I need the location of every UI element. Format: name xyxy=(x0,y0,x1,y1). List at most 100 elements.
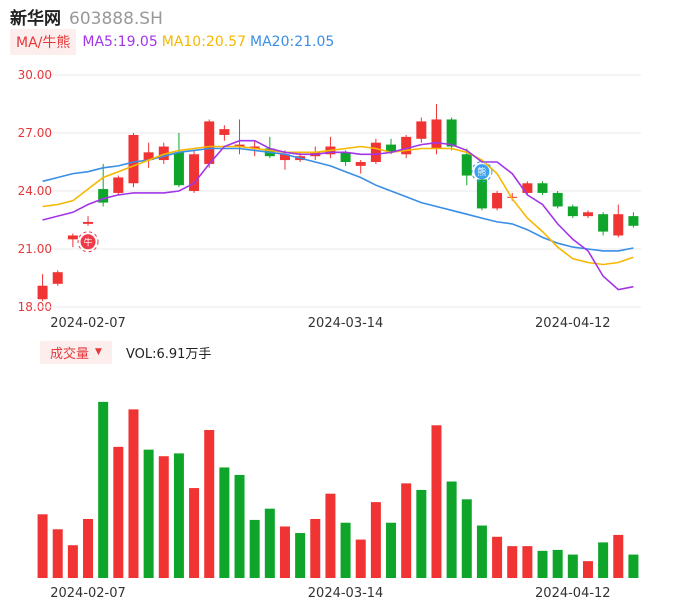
volume-bar xyxy=(370,502,381,578)
volume-indicator-label: 成交量 xyxy=(50,346,90,362)
candle-body xyxy=(613,214,624,236)
stock-code: 603888.SH xyxy=(69,9,163,29)
volume-bar xyxy=(582,561,593,578)
candle-body xyxy=(476,179,487,209)
candle-body xyxy=(340,152,351,162)
candle-body xyxy=(628,216,639,226)
volume-bar xyxy=(98,401,109,578)
candle-body xyxy=(461,154,472,176)
candle-body xyxy=(113,177,124,193)
x-tick-label: 2024-04-12 xyxy=(535,316,611,331)
candle-body xyxy=(567,206,578,217)
volume-bar xyxy=(492,536,503,578)
y-tick-label: 30.00 xyxy=(18,68,52,82)
volume-bar xyxy=(67,545,78,578)
candle-body xyxy=(37,285,48,300)
candle-body xyxy=(249,146,260,149)
candle-body xyxy=(204,121,215,164)
volume-bar xyxy=(431,425,442,578)
candle-body xyxy=(370,142,381,162)
volume-bar xyxy=(113,446,124,578)
volume-legend-row: 成交量 ▼ VOL:6.91万手 xyxy=(40,340,212,364)
x-tick-label: 2024-02-07 xyxy=(50,316,126,331)
volume-indicator-button[interactable]: 成交量 ▼ xyxy=(40,340,112,364)
candle-body xyxy=(52,272,63,284)
volume-bar xyxy=(537,550,548,578)
candle-body xyxy=(386,144,397,153)
candle-body xyxy=(67,235,78,240)
bear-marker xyxy=(474,164,490,180)
volume-bar xyxy=(598,542,609,578)
ma20-line xyxy=(42,147,634,252)
candle-body xyxy=(582,212,593,217)
volume-bar xyxy=(83,518,94,578)
ma10-line xyxy=(42,145,634,266)
candle-body xyxy=(431,119,442,149)
volume-bar xyxy=(143,449,154,578)
candle-body xyxy=(401,136,412,155)
volume-bar xyxy=(613,534,624,578)
candle-body xyxy=(189,154,200,191)
volume-bar xyxy=(295,533,306,578)
ma5-line xyxy=(42,139,634,291)
candle-body xyxy=(355,162,366,166)
stock-name: 新华网 xyxy=(10,9,61,29)
ma-indicator-button[interactable]: MA/牛熊 xyxy=(10,29,77,55)
volume-bar xyxy=(325,493,336,578)
volume-value: VOL:6.91万手 xyxy=(125,346,212,362)
volume-bar xyxy=(628,554,639,578)
candle-body xyxy=(219,129,230,135)
candle-body xyxy=(492,192,503,209)
dropdown-arrow-icon: ▼ xyxy=(95,347,102,357)
y-tick-label: 21.00 xyxy=(18,242,52,256)
ma10-label: MA10:20.57 xyxy=(161,34,247,50)
volume-bar xyxy=(386,522,397,578)
volume-bar xyxy=(52,529,63,578)
candle-body xyxy=(279,154,290,161)
volume-bar xyxy=(249,519,260,578)
volume-bar xyxy=(158,456,169,578)
volume-bar xyxy=(37,514,48,578)
marker-ring xyxy=(77,231,99,253)
volume-bar xyxy=(219,467,230,578)
candle-body xyxy=(537,183,548,193)
candle-body xyxy=(143,152,154,161)
volume-bar xyxy=(310,518,321,578)
x-tick-label: 2024-03-14 xyxy=(308,316,384,331)
volume-bar xyxy=(476,525,487,578)
candle-body xyxy=(173,152,184,186)
candle-body xyxy=(83,221,94,224)
candle-body xyxy=(552,192,563,207)
ma-legend-row: MA/牛熊 MA5:19.05 MA10:20.57 MA20:21.05 xyxy=(10,29,338,55)
marker-label: 熊 xyxy=(477,166,486,178)
candle-body xyxy=(158,146,169,161)
candle-body xyxy=(128,134,139,184)
volume-bar xyxy=(204,429,215,578)
bull-marker xyxy=(80,234,96,250)
marker-label: 牛 xyxy=(84,236,93,248)
volume-bar xyxy=(340,522,351,578)
volume-bar xyxy=(552,549,563,578)
volume-x-tick-label: 2024-02-07 xyxy=(50,586,126,601)
volume-bar xyxy=(567,554,578,578)
candle-body xyxy=(234,144,245,147)
y-tick-label: 27.00 xyxy=(18,126,52,140)
volume-x-tick-label: 2024-04-12 xyxy=(535,586,611,601)
volume-x-tick-label: 2024-03-14 xyxy=(308,586,384,601)
candle-body xyxy=(98,189,109,203)
ma5-label: MA5:19.05 xyxy=(82,34,158,50)
volume-bar xyxy=(264,508,275,578)
stock-header: 新华网 603888.SH xyxy=(10,4,163,29)
y-tick-label: 18.00 xyxy=(18,300,52,314)
volume-bar xyxy=(128,409,139,578)
candle-body xyxy=(522,183,533,193)
volume-bar xyxy=(416,489,427,578)
volume-bar xyxy=(507,546,518,578)
volume-bar xyxy=(279,526,290,578)
candle-body xyxy=(416,121,427,139)
volume-bar xyxy=(461,499,472,578)
candle-body xyxy=(446,119,457,147)
volume-bar xyxy=(189,488,200,578)
volume-bar xyxy=(234,474,245,578)
